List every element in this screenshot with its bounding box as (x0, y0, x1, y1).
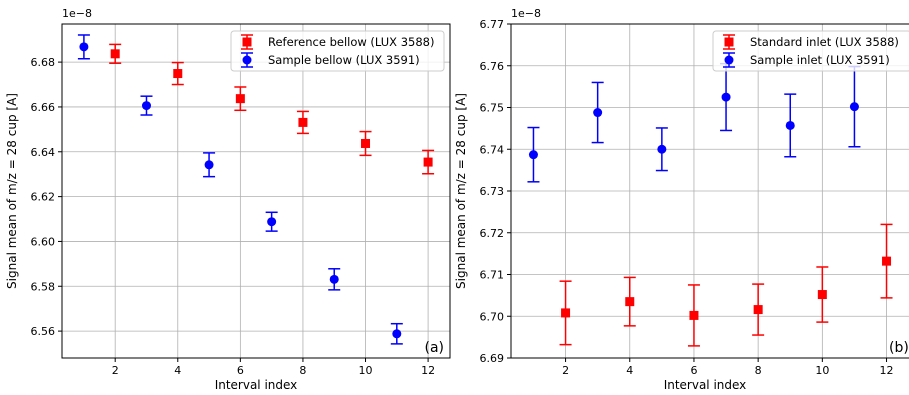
legend: Reference bellow (LUX 3588) Sample bellow… (230, 30, 445, 72)
data-point (593, 108, 603, 118)
data-point (423, 157, 433, 167)
axes-frame (61, 23, 451, 359)
data-point (173, 69, 183, 79)
legend-label: Standard inlet (LUX 3588) (750, 35, 899, 49)
y-tick-label: 6.60 (31, 235, 56, 248)
y-tick-label: 6.74 (480, 143, 505, 156)
y-tick-label: 6.71 (480, 269, 505, 282)
panel-label: (b) (889, 340, 909, 356)
x-tick-label: 8 (755, 364, 762, 377)
y-tick-label: 6.77 (480, 18, 505, 31)
y-axis-label: Signal mean of m/z = 28 cup [A] (5, 93, 19, 289)
data-point (721, 92, 731, 102)
data-point (849, 102, 859, 112)
legend-label: Sample inlet (LUX 3591) (750, 53, 890, 67)
data-point (235, 94, 245, 104)
y-tick-label: 6.69 (480, 352, 505, 365)
legend-entry: Sample inlet (LUX 3591) (723, 52, 890, 68)
legend-label: Reference bellow (LUX 3588) (268, 35, 434, 49)
data-point (79, 42, 89, 52)
x-tick-label: 4 (626, 364, 633, 377)
y-offset-text: 1e−8 (62, 7, 92, 20)
x-axis: 2 4 6 8 10 12 (562, 358, 894, 377)
legend-marker (242, 55, 252, 65)
y-axis: 6.56 6.58 6.60 6.62 6.64 6.66 6.68 (31, 56, 62, 338)
series-blue (77, 34, 403, 345)
y-tick-label: 6.66 (31, 101, 56, 114)
legend-entry: Standard inlet (LUX 3588) (723, 34, 899, 50)
data-point (298, 117, 308, 127)
y-tick-label: 6.75 (480, 102, 505, 115)
x-tick-label: 10 (815, 364, 829, 377)
y-tick-label: 6.76 (480, 60, 505, 73)
legend-marker (724, 37, 734, 47)
y-tick-label: 6.56 (31, 325, 56, 338)
series-red (559, 223, 893, 347)
data-point (267, 217, 277, 227)
x-tick-label: 4 (174, 364, 181, 377)
data-point (361, 138, 371, 148)
y-tick-label: 6.73 (480, 185, 505, 198)
data-point (817, 290, 827, 300)
y-tick-label: 6.70 (480, 310, 505, 323)
data-point (882, 256, 892, 266)
x-axis-label: Interval index (215, 378, 298, 392)
data-point (657, 144, 667, 154)
legend-label: Sample bellow (LUX 3591) (268, 53, 420, 67)
plot-area (527, 62, 893, 347)
grid-lines (511, 23, 909, 359)
y-tick-label: 6.64 (31, 146, 56, 159)
x-tick-label: 2 (112, 364, 119, 377)
x-tick-label: 6 (690, 364, 697, 377)
legend-marker (242, 37, 252, 47)
x-tick-label: 6 (237, 364, 244, 377)
data-point (753, 305, 763, 315)
data-point (392, 329, 402, 339)
x-tick-label: 12 (880, 364, 894, 377)
panel-b: 2 4 6 8 10 12 6.69 6.70 6.71 6.72 6.73 6.74 6.75 6.76… (454, 7, 909, 392)
data-point (204, 160, 214, 170)
y-tick-label: 6.72 (480, 227, 505, 240)
x-axis-label: Interval index (664, 378, 747, 392)
data-point (329, 274, 339, 284)
legend-marker (724, 55, 734, 65)
x-tick-label: 8 (299, 364, 306, 377)
panel-label: (a) (424, 340, 444, 356)
data-point (561, 308, 571, 318)
grid-lines (62, 24, 450, 358)
y-axis-label: Signal mean of m/z = 28 cup [A] (454, 93, 468, 289)
legend-entry: Sample bellow (LUX 3591) (241, 52, 420, 68)
data-point (785, 120, 795, 130)
series-red (109, 43, 435, 175)
y-tick-label: 6.62 (31, 191, 56, 204)
x-tick-label: 10 (359, 364, 373, 377)
x-tick-label: 2 (562, 364, 569, 377)
data-point (625, 297, 635, 307)
y-tick-label: 6.58 (31, 280, 56, 293)
x-tick-label: 12 (421, 364, 435, 377)
legend-entry: Reference bellow (LUX 3588) (241, 34, 434, 50)
panel-a: 2 4 6 8 10 12 6.56 6.58 6.60 6.62 6.64 6.66 6.68 1e−8… (5, 7, 451, 392)
plot-area (77, 34, 435, 345)
legend: Standard inlet (LUX 3588) Sample inlet (L… (712, 30, 909, 72)
legend-frame (712, 30, 909, 72)
y-offset-text: 1e−8 (511, 7, 541, 20)
data-point (141, 101, 151, 111)
y-tick-label: 6.68 (31, 56, 56, 69)
legend-frame (230, 30, 445, 72)
data-point (528, 150, 538, 160)
data-point (689, 310, 699, 320)
x-axis: 2 4 6 8 10 12 (112, 358, 435, 377)
y-axis: 6.69 6.70 6.71 6.72 6.73 6.74 6.75 6.76 6.77 (480, 18, 511, 365)
data-point (110, 49, 120, 59)
